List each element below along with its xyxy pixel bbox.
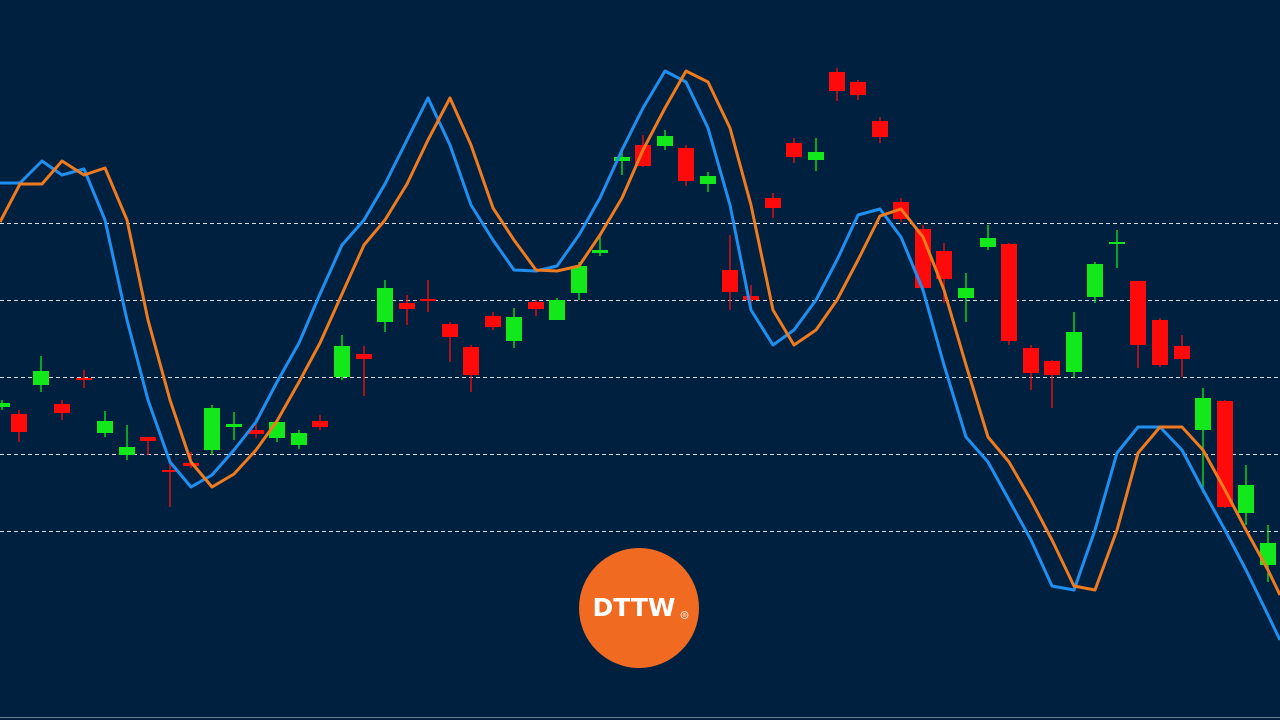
candle-body (722, 270, 738, 292)
candle-body (226, 424, 242, 427)
candle-body (312, 421, 328, 427)
candle-body (1001, 244, 1017, 341)
logo-mark: ® (682, 612, 687, 619)
candle-body (1109, 242, 1125, 244)
candle-body (743, 296, 759, 300)
candle-body (442, 324, 458, 337)
candle-body (808, 152, 824, 160)
candle-body (850, 82, 866, 95)
candle-body (140, 437, 156, 441)
candle-body (571, 266, 587, 293)
candle-body (0, 403, 10, 407)
logo-text: DTTW (592, 593, 675, 622)
logo: DTTW ® (579, 548, 699, 668)
candle-body (678, 148, 694, 181)
candle-body (765, 198, 781, 208)
candle-body (1260, 543, 1276, 565)
candle-body (1044, 361, 1060, 375)
candle-body (1152, 320, 1168, 365)
candle-body (54, 404, 70, 413)
candle-body (377, 288, 393, 322)
logo-circle (579, 548, 699, 668)
grid (0, 223, 1280, 532)
candle-body (1066, 332, 1082, 372)
candle-body (248, 430, 264, 434)
candle-body (420, 299, 436, 301)
candle-body (485, 316, 501, 327)
candle-body (97, 421, 113, 433)
candle-body (33, 371, 49, 385)
candle-body (506, 317, 522, 341)
candle-body (1238, 485, 1254, 513)
indicator-line (0, 69, 1280, 596)
candle-body (399, 303, 415, 309)
candles (0, 68, 1276, 582)
candle-body (119, 447, 135, 455)
lines (0, 69, 1280, 641)
candle-body (162, 470, 178, 472)
indicator-line (0, 69, 1280, 641)
candle-body (528, 302, 544, 309)
candle-body (76, 378, 92, 380)
candle-body (829, 72, 845, 91)
candle-body (291, 433, 307, 445)
candle-body (1195, 398, 1211, 430)
candle-body (1130, 281, 1146, 345)
logo-mark-ring (680, 611, 689, 619)
candle-body (183, 463, 199, 466)
candle-body (872, 121, 888, 137)
candle-body (1174, 346, 1190, 359)
candle-body (1023, 348, 1039, 373)
candle-body (936, 251, 952, 279)
candle-body (657, 136, 673, 146)
candle-body (786, 143, 802, 157)
candle-body (700, 176, 716, 184)
candle-body (958, 288, 974, 298)
candle-body (614, 157, 630, 161)
candle-body (592, 250, 608, 253)
candle-body (463, 347, 479, 375)
candle-body (980, 238, 996, 247)
candle-body (334, 346, 350, 377)
candle-body (1087, 264, 1103, 297)
candle-body (204, 408, 220, 450)
candle-body (11, 414, 27, 432)
candle-body (549, 300, 565, 320)
candle-body (356, 354, 372, 359)
